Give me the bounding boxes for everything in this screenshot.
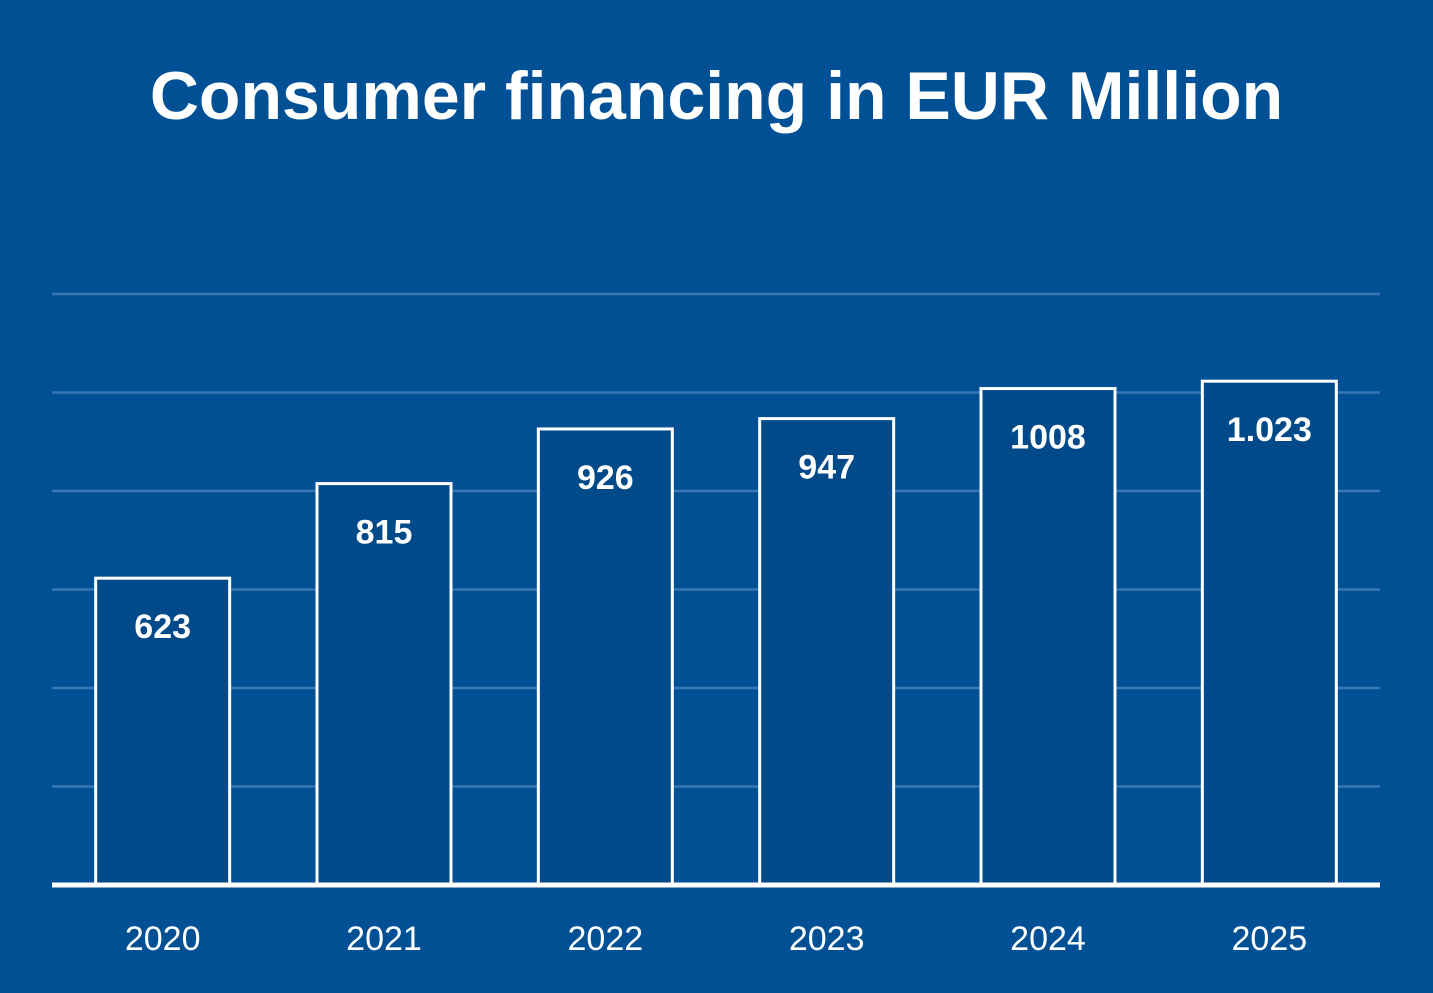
value-labels: 623 815 926 947 1008 1.023 — [134, 411, 1312, 646]
chart-title: Consumer financing in EUR Million — [149, 58, 1284, 134]
bar-value-label: 815 — [356, 514, 413, 552]
bar-value-label: 1008 — [1010, 419, 1086, 457]
x-tick-label: 2024 — [1010, 920, 1086, 958]
bar-value-label: 947 — [798, 449, 855, 487]
x-tick-labels: 2020 2021 2022 2023 2024 2025 — [125, 920, 1307, 958]
x-tick-label: 2023 — [789, 920, 865, 958]
bar-value-label: 1.023 — [1227, 411, 1312, 449]
x-tick-label: 2025 — [1232, 920, 1308, 958]
bar-value-label: 926 — [577, 459, 634, 497]
bar-2022 — [536, 427, 674, 887]
x-tick-label: 2020 — [125, 920, 201, 958]
x-tick-label: 2022 — [568, 920, 644, 958]
bar-2020 — [94, 576, 232, 887]
x-tick-label: 2021 — [346, 920, 422, 958]
bar-2025 — [1200, 379, 1338, 887]
bar-2023 — [758, 417, 896, 887]
bars — [94, 379, 1338, 887]
gridlines — [52, 292, 1380, 788]
bar-2024 — [979, 387, 1117, 887]
bar-value-label: 623 — [134, 608, 191, 646]
